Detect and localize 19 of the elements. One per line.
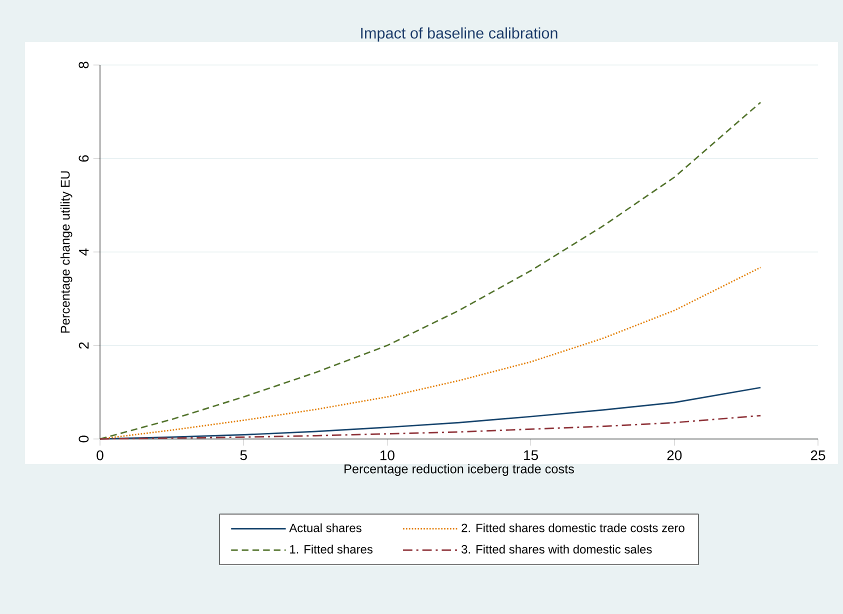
y-tick-label: 6 xyxy=(78,155,89,162)
y-tick-label: 2 xyxy=(78,342,89,349)
x-tick-label: 15 xyxy=(524,450,538,460)
x-tick-label: 0 xyxy=(96,450,104,460)
y-axis-title: Percentage change utility EU xyxy=(60,171,72,333)
legend-label: 3. Fitted shares with domestic sales xyxy=(462,544,652,554)
x-tick-label: 20 xyxy=(667,450,682,460)
x-tick-label: 10 xyxy=(380,450,394,460)
x-tick-label: 25 xyxy=(810,450,826,460)
legend-label: Actual shares xyxy=(289,523,362,532)
line-series xyxy=(99,102,762,440)
legend-label: 2. Fitted shares domestic trade costs zero xyxy=(462,523,684,532)
y-tick-label: 8 xyxy=(78,62,89,68)
y-tick-label: 4 xyxy=(79,248,89,256)
chart-title: Impact of baseline calibration xyxy=(361,27,558,42)
y-tick-label: 0 xyxy=(78,436,89,442)
legend-label: 1. Fitted shares xyxy=(290,544,373,554)
x-tick-label: 5 xyxy=(240,450,247,460)
x-axis-title: Percentage reduction iceberg trade costs xyxy=(344,464,574,476)
